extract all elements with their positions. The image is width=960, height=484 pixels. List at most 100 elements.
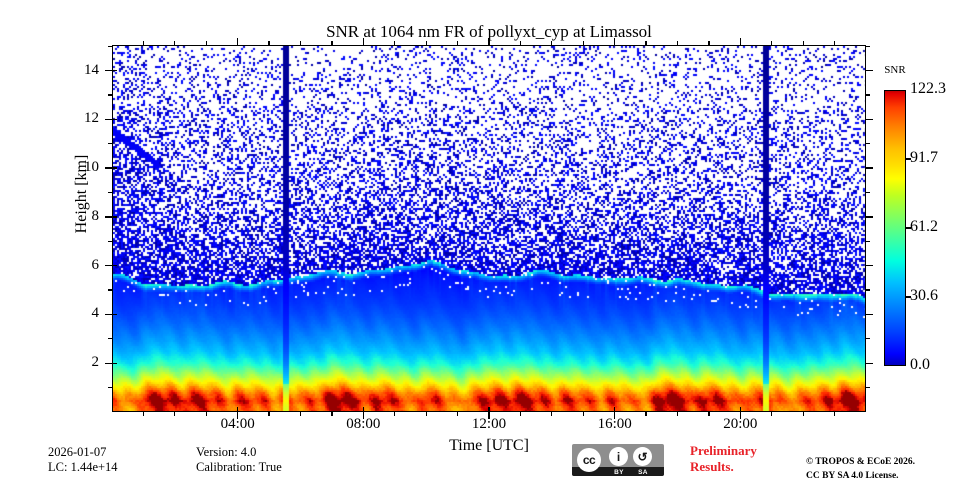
colorbar-tick-label: 61.2	[910, 217, 938, 235]
x-minor-tick-top	[174, 41, 176, 45]
y-tick-mark-inner	[112, 313, 117, 316]
y-tick-mark	[105, 69, 112, 72]
x-minor-tick-top	[645, 41, 647, 45]
cc-license-badge[interactable]: cc i ↺ BY SA	[572, 444, 664, 476]
x-minor-tick-top	[833, 41, 836, 45]
x-minor-tick-top	[205, 41, 207, 45]
y-tick-mark-inner	[112, 362, 117, 364]
y-tick-mark-inner	[112, 167, 117, 169]
x-tick-mark	[236, 38, 239, 45]
x-minor-tick	[582, 412, 584, 416]
footer-version: Version: 4.0	[196, 445, 257, 459]
y-tick-mark	[105, 362, 112, 364]
y-minor-tick	[108, 289, 112, 291]
preliminary-results-notice: Preliminary Results.	[690, 443, 757, 476]
page-title: SNR at 1064 nm FR of pollyxt_cyp at Lima…	[326, 22, 652, 41]
y-tick-mark-right	[866, 216, 873, 218]
colorbar-tick-label: 30.6	[910, 286, 938, 304]
x-minor-tick	[645, 412, 647, 416]
colorbar-tick-mark	[906, 227, 911, 229]
y-minor-tick-right	[866, 387, 870, 389]
x-minor-tick	[456, 412, 459, 416]
cc-sharealike-icon: ↺	[633, 447, 652, 466]
y-tick-label: 12	[84, 110, 99, 127]
y-minor-tick	[108, 387, 112, 389]
y-tick-mark-right	[866, 362, 873, 364]
x-minor-tick	[299, 412, 302, 416]
x-tick-label: 04:00	[220, 416, 255, 432]
y-tick-mark	[105, 118, 112, 121]
x-minor-tick-top	[802, 41, 804, 45]
y-tick-label: 6	[91, 256, 100, 273]
x-tick-mark	[362, 38, 365, 45]
x-minor-tick-top	[582, 41, 584, 45]
y-minor-tick	[108, 191, 112, 194]
y-tick-mark	[105, 167, 112, 169]
cc-sa-label: SA	[638, 469, 648, 476]
x-tick-mark	[739, 412, 742, 419]
x-minor-tick-top	[676, 41, 679, 45]
y-minor-tick	[108, 240, 112, 242]
y-tick-mark-right	[866, 264, 873, 267]
creative-commons-icon: cc	[577, 448, 601, 472]
x-tick-mark	[613, 412, 616, 419]
x-tick-label: 16:00	[597, 416, 632, 432]
y-minor-tick-right	[866, 240, 870, 242]
x-tick-mark	[488, 412, 490, 419]
y-minor-tick-right	[866, 45, 870, 47]
y-tick-mark-right	[866, 167, 873, 169]
y-tick-mark-inner	[112, 118, 117, 121]
y-minor-tick-right	[866, 289, 870, 291]
cc-badge-strip	[572, 467, 664, 476]
x-minor-tick-top	[268, 41, 270, 45]
x-tick-mark-inner	[362, 407, 365, 412]
x-minor-tick	[142, 412, 144, 416]
y-tick-label: 8	[91, 207, 100, 224]
preliminary-line-1: Preliminary	[690, 443, 757, 458]
x-tick-label: 08:00	[346, 416, 381, 432]
x-minor-tick-top	[771, 41, 773, 45]
x-tick-label: 20:00	[723, 416, 758, 432]
colorbar-tick-mark	[906, 296, 911, 298]
x-tick-mark-inner	[488, 407, 490, 412]
y-tick-label: 10	[84, 159, 99, 176]
x-minor-tick	[551, 412, 553, 416]
y-tick-mark-inner	[112, 216, 117, 218]
y-tick-mark	[105, 264, 112, 267]
y-minor-tick-right	[866, 94, 870, 96]
copyright-credit: © TROPOS & ECoE 2026. CC BY SA 4.0 Licen…	[806, 456, 915, 484]
cc-by-label: BY	[614, 469, 624, 476]
x-minor-tick-top	[142, 41, 144, 45]
y-tick-mark-inner	[112, 264, 117, 267]
y-minor-tick	[108, 143, 112, 145]
colorbar-tick-label: 122.3	[910, 80, 946, 97]
cc-attribution-icon: i	[609, 447, 628, 466]
colorbar-tick-label: 91.7	[910, 149, 938, 167]
x-minor-tick-top	[331, 41, 333, 45]
y-tick-mark-inner	[112, 69, 117, 72]
x-minor-tick	[676, 412, 679, 416]
y-minor-tick	[108, 94, 112, 96]
heatmap-plot-area[interactable]	[112, 45, 866, 412]
colorbar-gradient	[884, 90, 906, 366]
x-minor-tick	[394, 412, 396, 416]
footer-lidar-constant: LC: 1.44e+14	[48, 460, 118, 474]
y-minor-tick	[108, 338, 112, 340]
x-minor-tick	[205, 412, 207, 416]
x-axis-label: Time [UTC]	[449, 437, 529, 454]
x-minor-tick-top	[456, 41, 459, 45]
x-minor-tick-top	[299, 41, 302, 45]
colorbar-tick-label: 0.0	[910, 356, 930, 373]
credit-line-2: CC BY SA 4.0 License.	[806, 470, 899, 481]
credit-line-1: © TROPOS & ECoE 2026.	[806, 457, 916, 467]
x-tick-mark	[739, 38, 742, 45]
x-tick-mark	[613, 38, 616, 45]
x-minor-tick	[708, 412, 710, 416]
x-minor-tick	[331, 412, 333, 416]
x-minor-tick	[771, 412, 773, 416]
x-tick-mark-inner	[236, 407, 239, 412]
y-tick-mark-right	[866, 69, 873, 72]
y-minor-tick-right	[866, 191, 870, 194]
footer-calibration: Calibration: True	[196, 460, 282, 474]
